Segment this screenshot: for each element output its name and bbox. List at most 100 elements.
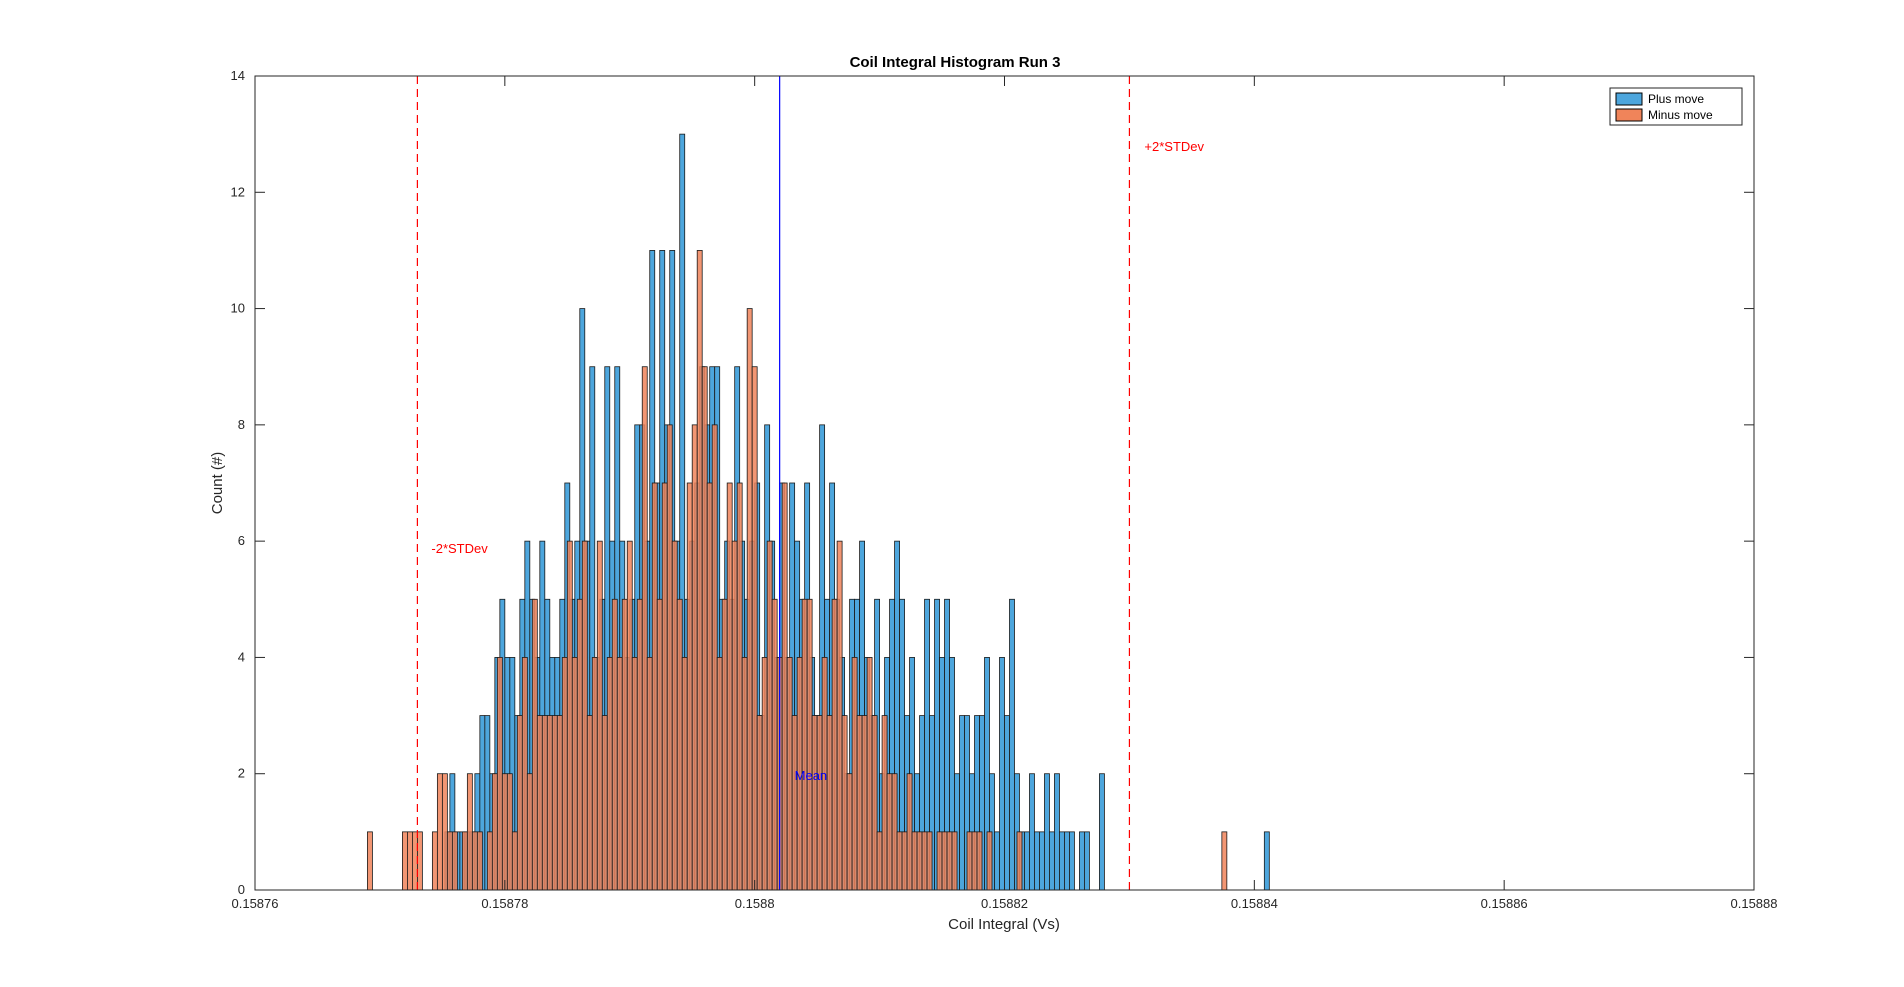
chart-title: Coil Integral Histogram Run 3: [850, 54, 1061, 71]
minus-move-bar: [646, 657, 653, 891]
minus-move-bar: [591, 657, 598, 891]
minus-move-bar: [831, 598, 838, 891]
plus-move-bar: [1024, 831, 1030, 891]
plus-2std-label: +2*STDev: [1144, 139, 1204, 154]
minus-move-bar: [1221, 831, 1228, 891]
minus-move-bar: [871, 715, 878, 891]
minus-move-bar: [471, 831, 478, 891]
minus-move-bar: [906, 773, 913, 891]
minus-move-bar: [651, 482, 658, 891]
minus-move-bar: [601, 715, 608, 891]
minus-move-bar: [851, 657, 858, 891]
minus-move-bar: [751, 366, 758, 891]
minus-move-bar: [701, 366, 708, 891]
minus-move-bar: [736, 482, 743, 891]
minus-move-bar: [801, 598, 808, 891]
plus-move-bar: [1059, 831, 1065, 891]
minus-move-bar: [631, 657, 638, 891]
minus-move-bar: [916, 831, 923, 891]
plus-move-bar: [1049, 831, 1055, 891]
y-tick-label: 0: [238, 882, 245, 897]
minus-move-bar: [791, 715, 798, 891]
minus-move-bar: [826, 715, 833, 891]
minus-move-bar: [921, 831, 928, 891]
minus-move-bar: [721, 598, 728, 891]
minus-move-bar: [681, 657, 688, 891]
plus-move-bar: [1039, 831, 1045, 891]
minus-move-bar: [786, 657, 793, 891]
minus-move-bar: [816, 715, 823, 891]
minus-move-bar: [841, 715, 848, 891]
x-tick-labels: 0.15876 0.15878 0.1588 0.15882 0.15884 0.1588…: [232, 896, 1778, 911]
y-tick-label: 10: [231, 301, 245, 316]
minus-move-bar: [576, 598, 583, 891]
minus-move-bar: [901, 831, 908, 891]
minus-move-bar: [926, 831, 933, 891]
minus-2std-label: -2*STDev: [431, 541, 488, 556]
minus-move-bar: [491, 773, 498, 891]
minus-move-bar: [711, 424, 718, 891]
minus-move-bar: [551, 715, 558, 891]
x-tick-label: 0.15886: [1481, 896, 1528, 911]
minus-move-bar: [596, 540, 603, 891]
minus-move-bar: [836, 540, 843, 891]
minus-move-bar: [521, 657, 528, 891]
minus-move-bar: [621, 598, 628, 891]
minus-move-bar: [441, 773, 448, 891]
minus-move-bar: [671, 540, 678, 891]
legend-label-plus-move: Plus move: [1648, 92, 1704, 106]
plus-move-bar: [999, 657, 1005, 891]
minus-move-bar: [466, 773, 473, 891]
x-axis-label: Coil Integral (Vs): [948, 916, 1060, 933]
mean-label: Mean: [795, 768, 828, 783]
minus-move-bar: [451, 831, 458, 891]
minus-move-bar: [446, 831, 453, 891]
plus-move-bar: [1079, 831, 1085, 891]
minus-move-bar: [766, 540, 773, 891]
axis-ticks: [254, 75, 1755, 891]
minus-move-bar: [556, 715, 563, 891]
minus-move-bar: [606, 657, 613, 891]
legend[interactable]: Plus move Minus move: [1609, 87, 1743, 126]
minus-move-bar: [536, 715, 543, 891]
plus-move-bar: [959, 715, 965, 891]
plus-move-bar: [1084, 831, 1090, 891]
minus-move-bar: [941, 831, 948, 891]
minus-move-bar: [616, 657, 623, 891]
y-tick-labels: 0 2 4 6 8 10 12 14: [231, 68, 245, 897]
plus-move-bar: [1069, 831, 1075, 891]
minus-move-bar: [896, 831, 903, 891]
plus-move-bar: [1009, 598, 1015, 891]
minus-move-bar: [506, 773, 513, 891]
legend-label-minus-move: Minus move: [1648, 108, 1713, 122]
plus-move-bar: [1034, 831, 1040, 891]
plus-move-bar: [1029, 773, 1035, 891]
minus-move-bar: [486, 831, 493, 891]
minus-move-bar: [966, 831, 973, 891]
minus-move-bar: [771, 598, 778, 891]
minus-move-bar: [406, 831, 413, 891]
plus-move-bar: [1263, 831, 1270, 891]
minus-move-bar: [781, 482, 788, 891]
x-tick-label: 0.1588: [735, 896, 775, 911]
plus-move-bar: [1044, 773, 1050, 891]
minus-move-bar: [936, 831, 943, 891]
minus-move-bar: [661, 482, 668, 891]
minus-move-bar: [1016, 831, 1023, 891]
y-tick-label: 8: [238, 417, 245, 432]
plus-move-bar: [1004, 715, 1010, 891]
legend-swatch-minus-move: [1615, 108, 1643, 122]
minus-move-bar: [951, 831, 958, 891]
minus-move-bar: [586, 715, 593, 891]
minus-move-bar: [501, 773, 508, 891]
minus-move-bar: [946, 831, 953, 891]
plus-move-bar: [1054, 773, 1060, 891]
minus-move-bar: [811, 715, 818, 891]
x-tick-label: 0.15884: [1231, 896, 1278, 911]
minus-move-bars: [367, 250, 1228, 891]
minus-move-bar: [881, 715, 888, 891]
reference-lines: Mean -2*STDev +2*STDev: [416, 76, 1205, 890]
minus-move-bar: [516, 715, 523, 891]
minus-move-bar: [531, 598, 538, 891]
